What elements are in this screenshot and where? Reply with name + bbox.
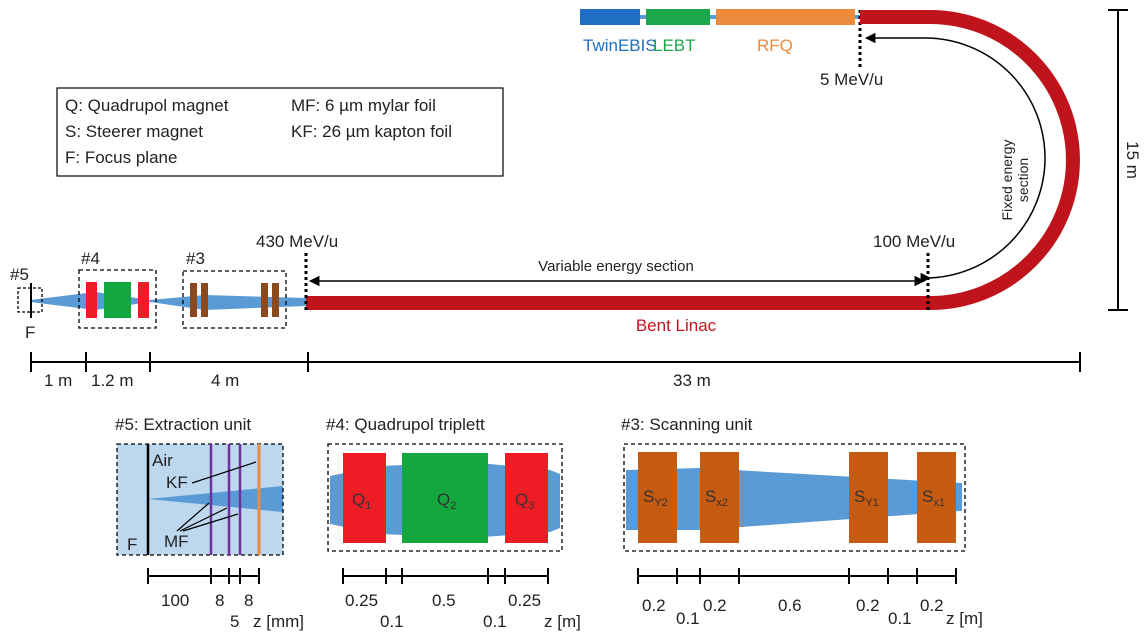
d5-unit: z [mm] <box>253 612 304 631</box>
legend-box <box>56 87 504 177</box>
d5-scale-8b: 8 <box>244 591 253 610</box>
quad1-small <box>86 282 97 318</box>
d3-scale-02a: 0.2 <box>642 596 666 615</box>
rfq-block <box>716 9 855 25</box>
rfq-label: RFQ <box>757 36 793 55</box>
lebt-block <box>646 9 710 25</box>
sy2-label: SY2 <box>643 487 668 509</box>
detail5-box <box>116 443 284 556</box>
d4-unit: z [m] <box>544 612 581 631</box>
energy-100-label: 100 MeV/u <box>873 232 955 251</box>
legend-kf: KF: 26 µm kapton foil <box>291 122 452 141</box>
steerer-x1-small <box>272 283 279 317</box>
steerer-sy2 <box>638 452 677 543</box>
unit5-label: #5 <box>10 265 29 284</box>
d3-scale-01a: 0.1 <box>676 609 700 628</box>
d4-scale-01b: 0.1 <box>483 612 507 631</box>
legend-mf: MF: 6 µm mylar foil <box>291 96 436 115</box>
mf-label: MF <box>164 532 189 551</box>
bent-linac-label: Bent Linac <box>636 316 717 335</box>
q3-label: Q3 <box>515 490 534 512</box>
focus-label: F <box>25 323 35 342</box>
bent-linac-beamline <box>306 10 1080 310</box>
d3-scale-02b: 0.2 <box>703 596 727 615</box>
quad3-small <box>138 282 149 318</box>
steerer-y2-small <box>190 283 197 317</box>
quad2-small <box>104 282 131 318</box>
fixed-energy-arrow <box>864 32 1046 284</box>
d3-scale-06: 0.6 <box>778 596 802 615</box>
kf-pointer <box>191 461 257 484</box>
quad-q1 <box>343 453 386 543</box>
twinebis-label: TwinEBIS <box>583 36 657 55</box>
energy-430-label: 430 MeV/u <box>256 232 338 251</box>
d5-scale-8a: 8 <box>215 591 224 610</box>
d4-scale-01a: 0.1 <box>380 612 404 631</box>
mf-pointer-2 <box>179 507 228 532</box>
main-scale-bar <box>30 352 1081 372</box>
quad-q2 <box>402 453 488 543</box>
kf-label: KF <box>166 473 188 492</box>
d4-scale-05: 0.5 <box>432 591 456 610</box>
sx2-label: Sx2 <box>705 487 728 509</box>
d5-scale-100: 100 <box>161 591 189 610</box>
lebt-label: LEBT <box>653 36 696 55</box>
q2-label: Q2 <box>437 490 456 512</box>
d3-scale-02c: 0.2 <box>856 596 880 615</box>
scale-1m: 1 m <box>44 371 72 390</box>
d3-scale-01b: 0.1 <box>888 609 912 628</box>
d5-scale-5: 5 <box>230 612 239 631</box>
fixed-energy-label-2: section <box>1015 158 1031 202</box>
steerer-y1-small <box>261 283 268 317</box>
scale-1-2m: 1.2 m <box>91 371 134 390</box>
scale-33m: 33 m <box>673 371 711 390</box>
detail5-title: #5: Extraction unit <box>115 415 251 434</box>
detail3-box <box>623 443 966 552</box>
mf-pointer-1 <box>176 502 210 532</box>
legend-q: Q: Quadrupol magnet <box>65 96 229 115</box>
quad-q3 <box>505 453 548 543</box>
detail4-title: #4: Quadrupol triplett <box>326 415 485 434</box>
height-label: 15 m <box>1123 141 1142 179</box>
unit3-box <box>182 270 287 329</box>
energy-5-label: 5 MeV/u <box>820 70 883 89</box>
steerer-x2-small <box>201 283 208 317</box>
legend-f: F: Focus plane <box>65 148 177 167</box>
steerer-sx1 <box>917 452 956 543</box>
sy1-label: SY1 <box>854 487 879 509</box>
detail4-box <box>327 443 563 552</box>
d3-unit: z [m] <box>946 609 983 628</box>
extraction-beam <box>148 486 283 512</box>
q1-label: Q1 <box>352 490 371 512</box>
unit4-label: #4 <box>81 249 100 268</box>
detail3-title: #3: Scanning unit <box>621 415 753 434</box>
d3-scale-02d: 0.2 <box>920 596 944 615</box>
d4-scale-025b: 0.25 <box>508 591 541 610</box>
unit3-label: #3 <box>186 249 205 268</box>
fixed-energy-label-1: Fixed energy <box>999 140 1015 221</box>
sx1-label: Sx1 <box>922 487 945 509</box>
detail3-scale-bar <box>637 568 957 584</box>
detail4-scale-bar <box>342 568 549 584</box>
f-label-detail: F <box>127 535 137 554</box>
twinebis-block <box>580 9 640 25</box>
detail5-scale-bar <box>147 568 260 584</box>
steerer-sx2 <box>700 452 739 543</box>
steerer-sy1 <box>849 452 888 543</box>
scale-4m: 4 m <box>211 371 239 390</box>
variable-energy-label: Variable energy section <box>538 258 694 275</box>
unit4-box <box>78 269 157 329</box>
air-label: Air <box>152 451 173 470</box>
d4-scale-025a: 0.25 <box>345 591 378 610</box>
beam-envelope <box>30 292 306 310</box>
legend-s: S: Steerer magnet <box>65 122 203 141</box>
mf-pointer-3 <box>182 513 239 532</box>
